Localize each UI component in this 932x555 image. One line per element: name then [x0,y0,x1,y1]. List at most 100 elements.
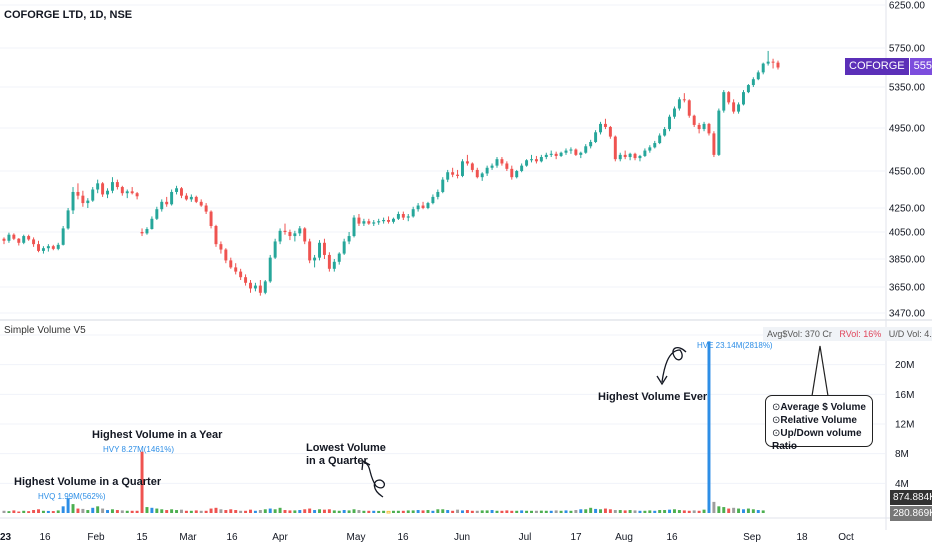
candle-body [416,205,420,210]
indicator-name: Simple Volume V5 [4,325,86,336]
candle-body [451,172,455,175]
volume-bar [357,510,361,513]
volume-bar [372,510,376,513]
volume-bar [209,508,213,513]
volume-bar [110,509,114,513]
volume-bar [253,510,257,513]
volume-bar [140,451,144,513]
volume-bar [515,510,519,513]
x-tick-label: Apr [272,532,288,543]
candle-body [244,277,248,283]
candle-body [239,271,243,278]
candle-body [653,143,657,148]
candle-body [431,196,435,204]
up-down-ratio: U/D Vol: 4.9 [888,329,932,339]
candle-body [628,153,632,158]
candle-body [401,214,405,218]
x-axis: 23 16 Feb 15 Mar 16 Apr May 16 Jun Jul 17 Aug 16 Sep 18… [0,532,854,543]
volume-bar [401,510,405,513]
candle-body [150,218,154,229]
volume-bar [170,509,174,513]
volume-bar [530,510,533,513]
candle-body [229,260,233,268]
volume-bar [76,508,80,513]
candle-body [485,167,489,174]
volume-bar [263,509,267,513]
candle-body [194,196,198,202]
volume-bar [682,510,686,513]
volume-bar [386,510,391,514]
volume-bar [470,510,474,513]
candle-body [387,220,391,222]
candle-body [658,135,662,144]
candle-body [456,174,460,176]
candle-body [756,72,760,80]
candle-body [61,228,65,245]
volume-bar [46,510,50,513]
callout-pointer [811,345,829,397]
volume-bar [308,508,312,513]
candle-body [638,155,642,159]
volume-bar [66,498,70,513]
candle-body [71,191,75,211]
volume-bar [396,510,400,513]
candle-body [110,182,114,191]
volume-bar [125,510,129,513]
volume-bar [189,510,193,513]
volume-bar [135,510,139,513]
candle-body [549,153,553,155]
candle-body [283,230,287,232]
volume-bar [184,510,188,513]
volume-bar [22,510,26,513]
candle-body [584,146,588,153]
volume-bar [574,510,578,513]
candle-body [184,195,188,200]
volume-bar [628,510,632,513]
volume-bar [436,509,440,513]
candle-body [411,209,415,217]
candle-body [697,124,701,130]
volume-bar [589,507,593,513]
lvq-title-line2: in a Quarter [306,455,368,467]
volume-bar [362,510,366,513]
candle-body [603,123,607,127]
candle-body [510,168,514,178]
candle-body [209,211,213,226]
candle-body [332,261,336,269]
x-tick-label: May [347,532,366,543]
volume-bar [303,509,307,513]
volume-bar [707,341,711,513]
volume-tick-label: 8M [895,449,909,460]
candle-body [293,233,297,237]
volume-bar [179,509,183,513]
volume-bar [244,510,248,513]
volume-stats: Avg$Vol: 370 Cr RVol: 16% U/D Vol: 4.9 [763,327,932,341]
candle-body [712,133,716,155]
volume-bar [160,509,164,513]
candle-body [589,141,593,147]
candle-body [175,188,179,192]
candle-body [32,239,36,245]
candle-body [318,242,321,258]
volume-bar [7,511,11,513]
candle-body [534,159,538,162]
candle-body [76,191,80,196]
volume-info-callout: Average $ Volume Relative Volume Up/Down… [765,395,873,452]
volume-tick-label: 4M [895,479,909,490]
candle-body [214,226,218,245]
candle-body [727,92,731,103]
candle-body [525,160,529,166]
candle-body [382,220,386,222]
hve-arrow [661,346,687,383]
candle-body [125,191,129,194]
x-tick-label: 16 [226,532,238,543]
candle-body [505,163,509,169]
volume-bar [56,510,60,513]
candle-body [342,241,346,254]
volume-bar [579,509,583,513]
candle-body [608,126,612,137]
candle-body [372,222,376,224]
x-tick-label: 16 [397,532,409,543]
volume-bar [61,506,65,513]
